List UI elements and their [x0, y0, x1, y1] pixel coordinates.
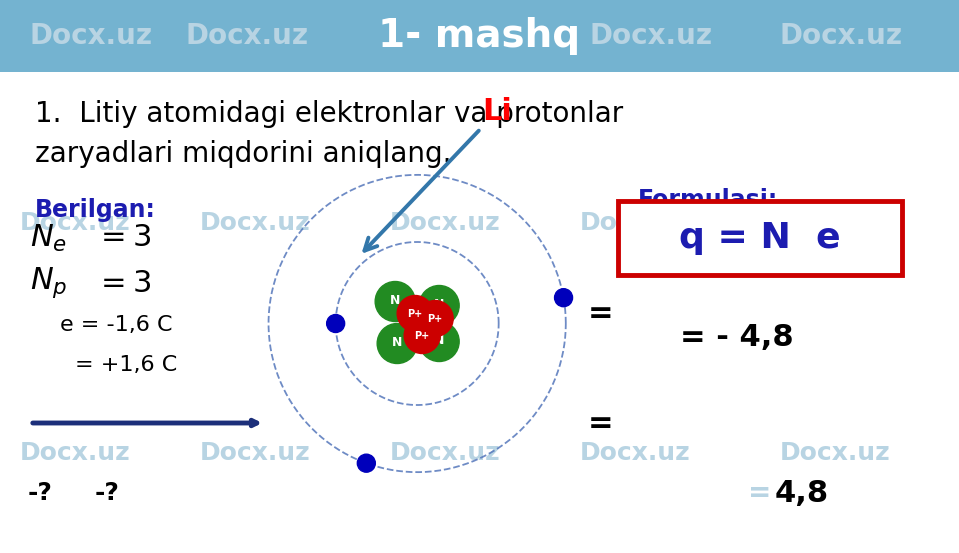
Circle shape [397, 295, 433, 331]
Text: = - 4,8: = - 4,8 [680, 324, 794, 352]
Text: 1- mashq: 1- mashq [379, 17, 580, 55]
Text: -?: -? [28, 481, 53, 505]
Text: $\it{N}_{\it{e}}$: $\it{N}_{\it{e}}$ [30, 222, 67, 253]
Text: 4,8: 4,8 [775, 478, 830, 508]
Text: Li: Li [364, 97, 512, 251]
Text: Docx.uz: Docx.uz [20, 441, 130, 465]
Text: N: N [434, 334, 444, 347]
Text: =: = [588, 409, 614, 437]
Circle shape [554, 289, 573, 307]
Circle shape [417, 300, 454, 337]
Text: Docx.uz: Docx.uz [390, 441, 501, 465]
Text: N: N [390, 294, 400, 307]
Text: e = -1,6 C: e = -1,6 C [60, 315, 173, 335]
Text: P+: P+ [408, 309, 423, 319]
Text: P+: P+ [414, 331, 430, 341]
Text: Docx.uz: Docx.uz [780, 441, 891, 465]
Text: = +1,6 C: = +1,6 C [75, 355, 177, 375]
Text: N: N [392, 336, 403, 349]
Text: Formulasi:: Formulasi: [638, 188, 779, 212]
Text: Docx.uz: Docx.uz [185, 22, 308, 50]
Text: -?: -? [95, 481, 120, 505]
Text: Docx.uz: Docx.uz [390, 211, 501, 235]
Text: Docx.uz: Docx.uz [30, 22, 153, 50]
Circle shape [358, 454, 375, 472]
Text: Docx.uz: Docx.uz [780, 211, 891, 235]
Circle shape [419, 285, 459, 326]
Text: P+: P+ [428, 314, 443, 324]
Text: 1.  Litiy atomidagi elektronlar va protonlar: 1. Litiy atomidagi elektronlar va proton… [35, 100, 623, 128]
Circle shape [375, 281, 415, 321]
Bar [0, 0, 959, 72]
Circle shape [327, 315, 344, 332]
Text: Docx.uz: Docx.uz [580, 211, 690, 235]
Text: Docx.uz: Docx.uz [20, 211, 130, 235]
Text: =: = [588, 299, 614, 328]
Text: Docx.uz: Docx.uz [200, 441, 311, 465]
Text: $=3$: $=3$ [95, 269, 152, 298]
FancyBboxPatch shape [618, 201, 902, 275]
Text: Berilgan:: Berilgan: [35, 198, 156, 222]
Circle shape [404, 317, 440, 353]
Text: =: = [748, 479, 781, 507]
Text: Docx.uz: Docx.uz [580, 441, 690, 465]
Text: q = N  e: q = N e [679, 221, 841, 255]
Circle shape [419, 321, 459, 362]
Text: Docx.uz: Docx.uz [590, 22, 713, 50]
Text: zaryadlari miqdorini aniqlang.: zaryadlari miqdorini aniqlang. [35, 140, 452, 168]
Text: $=3$: $=3$ [95, 223, 152, 253]
Text: Docx.uz: Docx.uz [780, 22, 903, 50]
Text: $\it{N}_{\it{p}}$: $\it{N}_{\it{p}}$ [30, 265, 67, 300]
Circle shape [377, 324, 417, 363]
Text: N: N [434, 298, 444, 311]
Text: Docx.uz: Docx.uz [200, 211, 311, 235]
